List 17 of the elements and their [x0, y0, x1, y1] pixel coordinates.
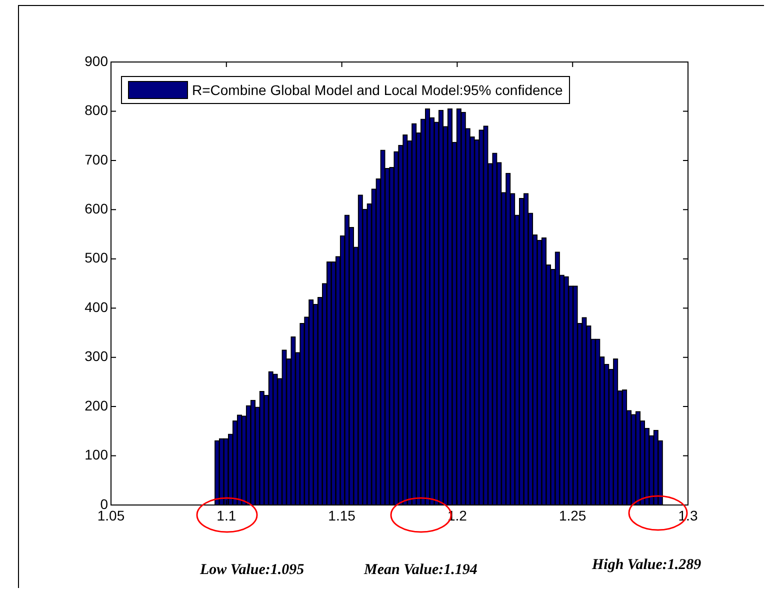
y-tick-label: 900	[84, 52, 108, 69]
text: Low Value:1.095	[200, 562, 304, 579]
text: High Value:1.289	[592, 557, 702, 574]
text: Mean Value:1.194	[364, 562, 478, 579]
y-tick-label: 200	[84, 397, 108, 414]
y-tick-label: 600	[84, 200, 108, 217]
y-tick-label: 300	[84, 348, 108, 364]
y-tick-label: 400	[84, 298, 108, 315]
y-tick-label: 700	[84, 151, 108, 168]
y-tick-label: 100	[84, 446, 108, 463]
y-tick-label: 500	[84, 250, 108, 266]
x-tick-label: 1.25	[558, 507, 586, 524]
y-tick-label: 0	[100, 496, 108, 512]
x-tick-label: 1.1	[216, 507, 236, 524]
legend-label: R=Combine Global Model and Local Model:95% confidence	[192, 81, 563, 100]
x-tick-label: 1.15	[328, 507, 356, 524]
y-tick-label: 800	[84, 102, 108, 118]
